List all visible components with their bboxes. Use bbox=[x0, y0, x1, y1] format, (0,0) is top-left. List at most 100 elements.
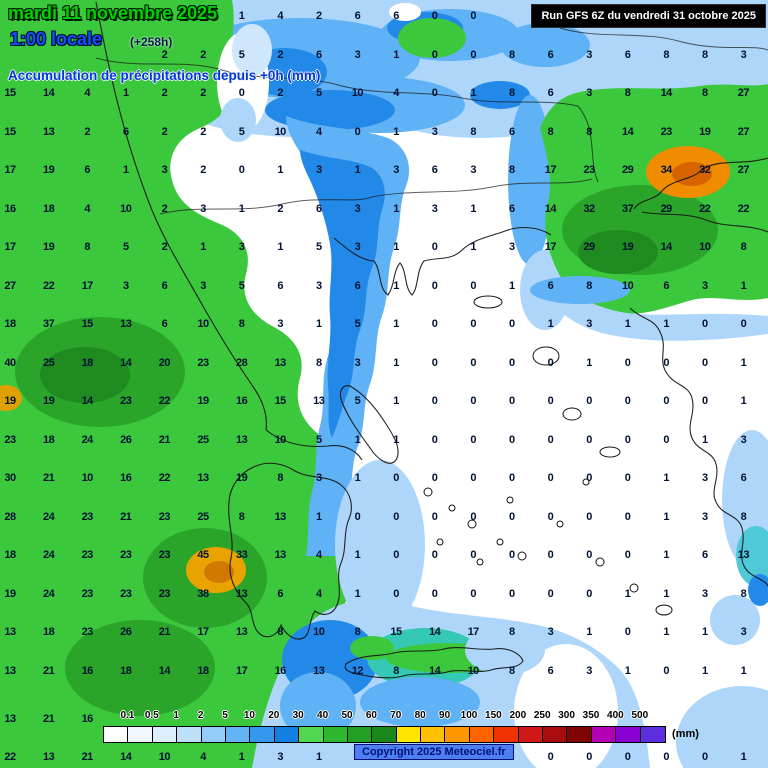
grid-value: 19 bbox=[42, 395, 55, 407]
grid-value: 17 bbox=[544, 164, 557, 176]
grid-value: 4 bbox=[315, 126, 322, 138]
legend-swatch bbox=[201, 727, 226, 742]
grid-value: 2 bbox=[161, 49, 168, 61]
grid-value: 5 bbox=[315, 87, 322, 99]
grid-value: 6 bbox=[547, 280, 554, 292]
legend-swatch bbox=[152, 727, 178, 742]
grid-value: 3 bbox=[354, 49, 361, 61]
grid-value: 23 bbox=[158, 588, 171, 600]
grid-value: 3 bbox=[354, 241, 361, 253]
grid-value: 19 bbox=[235, 472, 248, 484]
grid-value: 18 bbox=[42, 203, 55, 215]
legend-label: 20 bbox=[268, 710, 280, 721]
grid-value: 25 bbox=[197, 434, 209, 446]
grid-value: 8 bbox=[277, 626, 283, 638]
grid-value: 1 bbox=[586, 357, 592, 369]
grid-value: 0 bbox=[393, 588, 399, 600]
legend-label: 150 bbox=[485, 710, 502, 721]
legend-swatch bbox=[347, 727, 373, 742]
grid-value: 8 bbox=[624, 87, 631, 99]
grid-value: 0 bbox=[470, 318, 476, 330]
grid-value: 8 bbox=[701, 87, 708, 99]
grid-value: 0 bbox=[470, 49, 476, 61]
legend-swatch bbox=[543, 727, 568, 742]
grid-value: 8 bbox=[701, 49, 708, 61]
legend-label: 70 bbox=[390, 710, 402, 721]
grid-value: 0 bbox=[393, 549, 399, 561]
grid-value: 6 bbox=[84, 164, 90, 176]
grid-value: 2 bbox=[200, 49, 206, 61]
forecast-offset-label: (+258h) bbox=[130, 35, 173, 49]
grid-value: 2 bbox=[200, 164, 206, 176]
grid-value: 0 bbox=[470, 357, 476, 369]
grid-value: 5 bbox=[354, 318, 361, 330]
grid-value: 4 bbox=[84, 87, 90, 99]
grid-value: 24 bbox=[42, 588, 55, 600]
legend-swatch bbox=[445, 727, 470, 742]
grid-value: 25 bbox=[197, 511, 209, 523]
grid-value: 10 bbox=[197, 318, 209, 330]
grid-value: 14 bbox=[81, 395, 94, 407]
grid-value: 37 bbox=[42, 318, 55, 330]
grid-value: 4 bbox=[315, 588, 322, 600]
legend-label: 500 bbox=[631, 710, 649, 721]
grid-value: 1 bbox=[122, 87, 129, 99]
grid-value: 0 bbox=[431, 395, 438, 407]
grid-value: 0 bbox=[508, 318, 515, 330]
grid-value: 1 bbox=[354, 549, 361, 561]
legend-label: 100 bbox=[460, 710, 478, 721]
legend-swatch bbox=[640, 727, 665, 742]
grid-value: 2 bbox=[315, 10, 322, 22]
grid-value: 6 bbox=[740, 472, 747, 484]
grid-value: 1 bbox=[238, 10, 245, 22]
grid-value: 1 bbox=[393, 318, 399, 330]
grid-value: 3 bbox=[238, 241, 245, 253]
grid-value: 1 bbox=[315, 751, 322, 763]
grid-value: 10 bbox=[467, 665, 480, 677]
grid-value: 14 bbox=[120, 751, 132, 763]
grid-value: 3 bbox=[508, 241, 515, 253]
grid-value: 10 bbox=[274, 434, 287, 446]
grid-value: 3 bbox=[701, 511, 708, 523]
grid-value: 13 bbox=[313, 395, 325, 407]
grid-value: 0 bbox=[624, 549, 631, 561]
grid-value: 17 bbox=[235, 665, 248, 677]
grid-value: 3 bbox=[701, 280, 708, 292]
grid-value: 3 bbox=[315, 164, 322, 176]
grid-value: 29 bbox=[660, 203, 673, 215]
grid-value: 45 bbox=[197, 549, 209, 561]
grid-value: 6 bbox=[161, 280, 168, 292]
grid-value: 17 bbox=[4, 164, 16, 176]
grid-value: 0 bbox=[431, 10, 438, 22]
grid-value: 13 bbox=[42, 126, 55, 138]
grid-value: 12 bbox=[351, 665, 364, 677]
grid-value: 23 bbox=[81, 511, 94, 523]
grid-value: 0 bbox=[701, 395, 708, 407]
grid-value: 1 bbox=[740, 395, 747, 407]
grid-value: 29 bbox=[583, 241, 595, 253]
legend-color-bar bbox=[103, 726, 666, 743]
grid-value: 0 bbox=[740, 318, 747, 330]
grid-value: 19 bbox=[197, 395, 209, 407]
grid-value: 1 bbox=[393, 126, 399, 138]
grid-value: 1 bbox=[663, 588, 669, 600]
grid-value: 23 bbox=[120, 549, 132, 561]
grid-value: 1 bbox=[277, 241, 283, 253]
grid-value: 2 bbox=[161, 241, 168, 253]
grid-value: 1 bbox=[315, 318, 322, 330]
grid-value: 1 bbox=[315, 511, 322, 523]
grid-value: 26 bbox=[120, 434, 132, 446]
grid-value: 33 bbox=[235, 549, 248, 561]
grid-value: 8 bbox=[470, 126, 476, 138]
grid-value: 0 bbox=[354, 126, 361, 138]
grid-value: 16 bbox=[120, 472, 132, 484]
grid-value: 4 bbox=[84, 203, 90, 215]
grid-value: 23 bbox=[120, 395, 132, 407]
grid-value: 17 bbox=[544, 241, 557, 253]
grid-value: 0 bbox=[624, 511, 631, 523]
grid-value: 13 bbox=[274, 357, 287, 369]
grid-value: 26 bbox=[120, 626, 132, 638]
grid-value: 0 bbox=[238, 164, 245, 176]
grid-value: 0 bbox=[547, 549, 554, 561]
grid-value: 18 bbox=[81, 357, 94, 369]
